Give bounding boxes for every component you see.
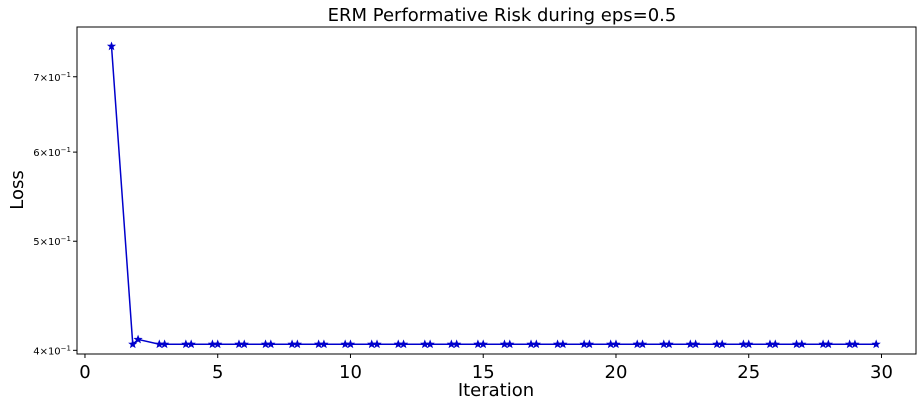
y-tick-label: 5×10−1 bbox=[33, 235, 71, 248]
x-tick-label: 20 bbox=[605, 362, 628, 383]
data-point bbox=[505, 339, 515, 349]
y-axis: 4×10−1 5×10−1 6×10−1 7×10−1 bbox=[33, 71, 77, 357]
data-point bbox=[637, 339, 648, 349]
data-point bbox=[186, 339, 196, 349]
data-point bbox=[664, 339, 674, 349]
chart-title: ERM Performative Risk during eps=0.5 bbox=[328, 5, 677, 26]
data-point bbox=[319, 339, 329, 349]
x-axis-label: Iteration bbox=[458, 380, 534, 401]
y-tick-label: 6×10−1 bbox=[33, 146, 71, 159]
data-point bbox=[770, 339, 780, 349]
data-point bbox=[744, 339, 754, 349]
data-point bbox=[611, 339, 621, 349]
data-point bbox=[106, 41, 117, 51]
data-point bbox=[292, 339, 302, 349]
data-point bbox=[717, 339, 727, 349]
data-point bbox=[239, 339, 249, 349]
data-point bbox=[160, 339, 170, 349]
data-point bbox=[558, 339, 568, 349]
data-point bbox=[823, 339, 833, 349]
y-tick-label: 4×10−1 bbox=[33, 344, 71, 357]
data-point bbox=[797, 339, 807, 349]
data-point bbox=[478, 339, 488, 349]
x-tick-label: 5 bbox=[212, 362, 223, 383]
data-point bbox=[398, 339, 409, 349]
data-point bbox=[266, 339, 276, 349]
x-tick-label: 15 bbox=[472, 362, 495, 383]
data-point bbox=[345, 339, 356, 349]
data-point bbox=[871, 339, 881, 349]
data-point bbox=[584, 339, 595, 349]
data-point bbox=[425, 339, 435, 349]
series-layer bbox=[106, 41, 881, 349]
data-point bbox=[213, 339, 223, 349]
x-tick-label: 25 bbox=[737, 362, 760, 383]
x-tick-label: 10 bbox=[339, 362, 362, 383]
data-point bbox=[133, 334, 143, 344]
x-axis: 0 5 10 15 20 25 30 bbox=[79, 354, 893, 383]
data-point bbox=[850, 339, 860, 349]
x-tick-label: 0 bbox=[79, 362, 90, 383]
plot-area bbox=[76, 26, 917, 355]
x-tick-label: 30 bbox=[870, 362, 893, 383]
data-point bbox=[531, 339, 541, 349]
y-axis-label: Loss bbox=[7, 170, 28, 209]
data-point bbox=[452, 339, 462, 349]
data-point bbox=[691, 339, 701, 349]
data-point bbox=[372, 339, 382, 349]
y-tick-label: 7×10−1 bbox=[33, 71, 71, 84]
